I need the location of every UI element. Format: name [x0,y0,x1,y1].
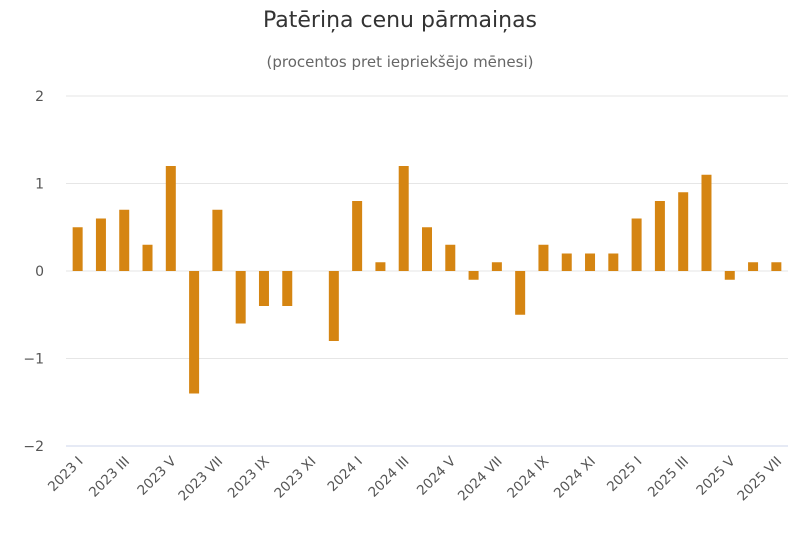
x-tick-label: 2024 I [324,454,365,495]
bar [119,209,130,271]
x-tick-label: 2024 III [365,454,412,501]
x-tick-label: 2023 I [45,454,86,495]
y-tick-label: 1 [35,177,44,193]
x-tick-label: 2023 V [134,453,180,499]
x-tick-label: 2023 III [86,454,133,501]
bar [515,271,526,315]
bar [561,253,572,271]
bar [258,271,269,306]
bar [282,271,293,306]
chart-title: Patēriņa cenu pārmaiņas [262,8,538,33]
x-tick-label: 2025 III [645,454,692,501]
bar [328,271,339,341]
y-tick-label: −1 [23,352,44,368]
bar [724,271,735,280]
bar [72,227,83,271]
x-tick-label: 2023 VII [175,454,226,505]
bar [538,244,549,271]
x-tick-label: 2024 VII [455,454,506,505]
bar [608,253,619,271]
bar [445,244,456,271]
bar [654,201,665,271]
x-tick-label: 2024 V [414,453,460,499]
bar [235,271,246,324]
bar [375,262,386,271]
y-tick-label: 0 [35,264,44,280]
bar [631,218,642,271]
chart-subtitle: (procentos pret iepriekšējo mēnesi) [266,53,534,71]
bar [771,262,782,271]
bar [398,166,409,271]
bar [701,174,712,271]
x-tick-label: 2023 IX [225,454,273,502]
bar [95,218,106,271]
x-tick-label: 2023 XI [271,454,319,502]
bar [165,166,176,271]
bar [491,262,502,271]
bar [748,262,759,271]
x-tick-label: 2025 V [693,453,739,499]
bar [212,209,223,271]
bar [585,253,596,271]
x-tick-label: 2024 XI [551,454,599,502]
bar [189,271,200,394]
bar [142,244,153,271]
bar [468,271,479,280]
x-tick-label: 2025 VII [734,454,785,505]
y-tick-label: 2 [35,89,44,105]
y-tick-label: −2 [23,439,44,455]
x-tick-label: 2025 I [604,454,645,495]
bar [678,192,689,271]
x-tick-label: 2024 IX [504,454,552,502]
bar [352,201,363,271]
bar [422,227,432,271]
